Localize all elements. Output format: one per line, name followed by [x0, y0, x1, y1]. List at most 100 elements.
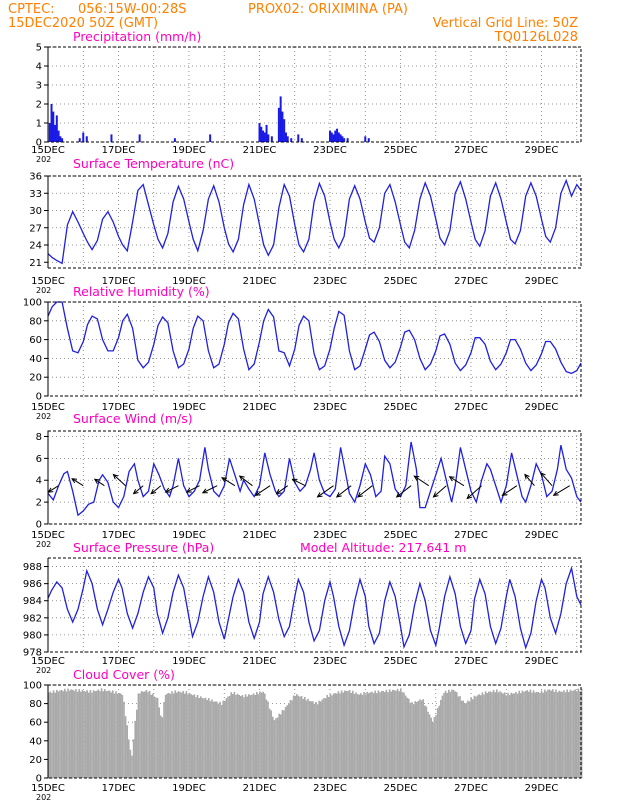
precip-ytick-label: 2	[36, 100, 42, 111]
cloud-year-fragment: 202	[36, 793, 51, 800]
cloud-column	[107, 690, 109, 778]
precip-bar	[78, 138, 81, 142]
cloud-column	[83, 690, 85, 778]
cloud-column	[203, 698, 205, 778]
wind-arrow-shaft	[317, 485, 334, 498]
cloud-column	[376, 693, 378, 778]
cloud-column	[398, 691, 400, 778]
precip-bar	[258, 123, 261, 142]
wind-arrow-shaft	[48, 485, 59, 493]
cloud-date-label: 25DEC	[384, 783, 418, 794]
temp-year-fragment: 202	[36, 286, 51, 295]
cloud-column	[558, 690, 560, 778]
cloud-column	[276, 717, 279, 778]
cloud-column	[409, 702, 412, 778]
wind-arrow-shaft	[414, 475, 429, 487]
cloud-column	[208, 698, 210, 778]
cloud-column	[432, 722, 434, 778]
cloud-column	[129, 749, 132, 778]
precip-bar	[110, 134, 113, 142]
cloud-date-label: 17DEC	[102, 783, 136, 794]
precip-bar	[284, 132, 287, 142]
cloud-column	[464, 703, 466, 778]
cloud-column	[257, 694, 260, 778]
cloud-column	[544, 689, 546, 778]
wind-arrow-head	[201, 488, 208, 494]
cloud-column	[142, 691, 144, 778]
cloud-column	[307, 698, 309, 778]
cloud-column	[364, 694, 367, 778]
wind-date-label: 17DEC	[102, 530, 136, 541]
precip-bar	[346, 138, 349, 142]
cloud-column	[259, 691, 261, 778]
cloud-column	[185, 691, 188, 778]
wind-arrow	[254, 485, 271, 496]
cloud-column	[294, 695, 296, 778]
cloud-column	[321, 699, 324, 778]
cloud-column	[76, 691, 79, 778]
precip-ytick-label: 5	[36, 43, 42, 54]
cloud-column	[124, 716, 127, 778]
cloud-column	[52, 690, 55, 778]
cloud-column	[302, 698, 304, 778]
cloud-ytick-label: 60	[29, 718, 42, 729]
cloud-column	[360, 693, 362, 778]
cloud-column	[576, 691, 578, 778]
cloud-column	[158, 707, 160, 778]
cloud-column	[520, 693, 522, 778]
pres-date-label: 27DEC	[454, 656, 488, 667]
precip-bar	[290, 138, 293, 142]
pres-date-label: 21DEC	[243, 656, 277, 667]
cloud-column	[68, 690, 71, 778]
precip-date-label: 25DEC	[384, 145, 418, 156]
wind-arrow-shaft	[133, 485, 144, 495]
precip-date-label: 29DEC	[525, 145, 559, 156]
cloud-column	[112, 690, 114, 778]
cloud-column	[334, 693, 336, 778]
cloud-column	[163, 702, 165, 778]
pres-title: Surface Pressure (hPa)	[73, 540, 214, 555]
cloud-column	[499, 691, 501, 778]
cloud-column	[387, 692, 389, 778]
precip-bar	[59, 136, 62, 142]
cloud-column	[366, 691, 368, 778]
rh-date-label: 21DEC	[243, 402, 277, 413]
cloud-column	[132, 739, 135, 778]
cloud-column	[428, 714, 431, 778]
header: CPTEC: 056:15W-00:28S PROX02: ORIXIMINA …	[8, 2, 578, 45]
wind-arrow-shaft	[94, 478, 105, 487]
cloud-column	[212, 701, 215, 778]
wind-arrow-head	[316, 492, 323, 498]
cloud-column	[419, 699, 421, 778]
cloud-column	[110, 692, 112, 778]
cloud-column	[108, 690, 111, 778]
wind-arrow	[335, 485, 352, 498]
wind-arrow	[71, 478, 84, 487]
cloud-column	[251, 694, 253, 778]
cloud-column	[70, 689, 72, 778]
precip-bar	[343, 138, 346, 142]
cloud-column	[379, 692, 381, 778]
cloud-column	[462, 700, 464, 778]
cloud-column	[491, 692, 493, 778]
cloud-column	[219, 701, 221, 778]
cloud-column	[401, 692, 404, 778]
cloud-column	[353, 693, 356, 778]
wind-arrow	[185, 485, 200, 493]
cloud-column	[512, 693, 514, 778]
cloud-column	[180, 692, 183, 778]
pres-ytick-label: 980	[23, 630, 42, 641]
wind-arrow-shaft	[449, 476, 465, 487]
cloud-column	[238, 694, 240, 778]
wind-date-label: 27DEC	[454, 530, 488, 541]
cloud-column	[224, 701, 226, 778]
cloud-column	[190, 694, 192, 778]
cloud-column	[128, 739, 130, 778]
cloud-column	[494, 692, 496, 778]
cloud-column	[97, 689, 100, 778]
temp-ytick-label: 27	[29, 223, 42, 234]
cloud-column	[196, 694, 199, 778]
cloud-column	[318, 700, 320, 778]
cloud-column	[164, 694, 167, 778]
cloud-column	[171, 691, 173, 778]
